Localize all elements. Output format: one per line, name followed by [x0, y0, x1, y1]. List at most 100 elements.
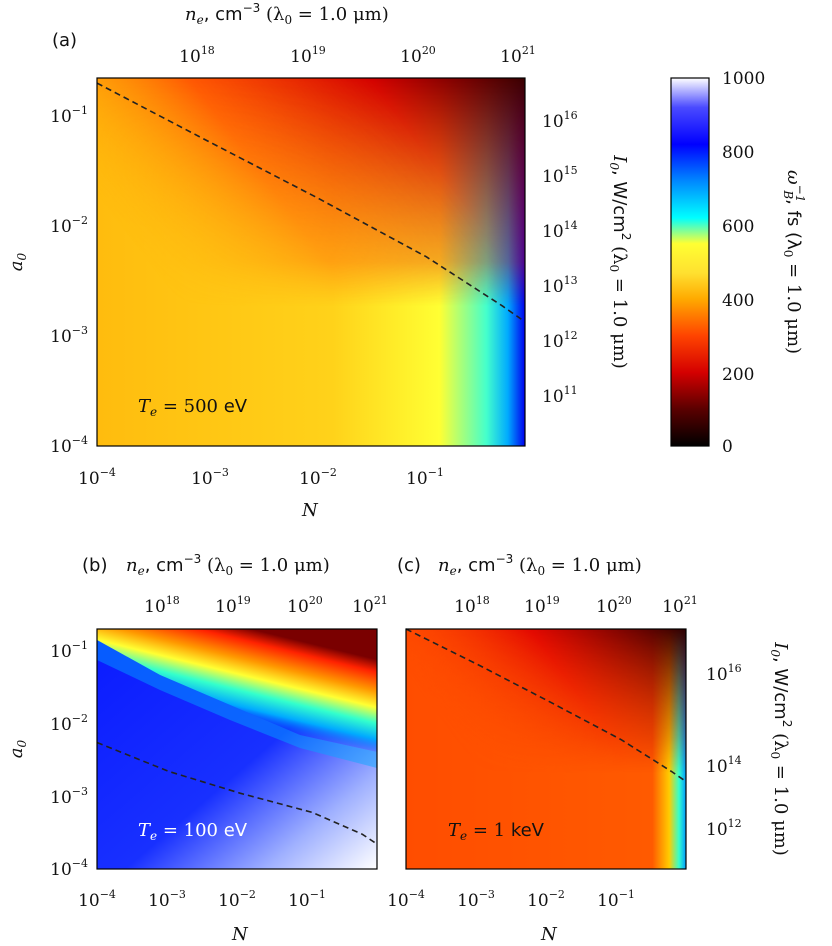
panel-a-x-axis-title: N — [301, 500, 319, 521]
panel-b-x-tick: 10−4 — [78, 888, 116, 911]
panel-a-y-tick: 10−3 — [50, 324, 88, 347]
panel-b-top-tick: 1019 — [215, 594, 251, 617]
panel-a-x-tick: 10−2 — [299, 466, 337, 489]
panel-c: (c) Te = 1 keV ne, cm−3 (λ0 = 1.0 μm) N … — [387, 552, 794, 945]
svg-text:N: N — [301, 500, 319, 521]
svg-text:ne, cm−3 (λ0 = 1.0 μm): ne, cm−3 (λ0 = 1.0 μm) — [438, 552, 642, 578]
panel-b-heatmap-band — [97, 629, 377, 752]
panel-c-right-tick: 1012 — [706, 817, 742, 840]
panel-a-y-ticks: 10−4 10−3 10−2 10−1 — [50, 104, 88, 457]
svg-text:I0, W/cm2 (λ0 = 1.0 μm): I0, W/cm2 (λ0 = 1.0 μm) — [607, 154, 633, 369]
panel-c-right-ticks: 1012 1014 1016 — [706, 662, 742, 840]
colorbar-ticks: 0 200 400 600 800 1000 — [722, 69, 765, 457]
panel-a-top-axis-title: ne, cm−3 (λ0 = 1.0 μm) — [185, 1, 389, 27]
panel-a-heatmap-hot-region — [97, 78, 525, 446]
panel-a-top-tick: 1019 — [290, 44, 326, 67]
panel-c-top-axis-title: ne, cm−3 (λ0 = 1.0 μm) — [438, 552, 642, 578]
panel-c-dashed-curve — [405, 628, 687, 783]
panel-b-frame — [96, 628, 378, 870]
panel-b-annotation: Te = 100 eV — [138, 820, 248, 843]
svg-text:N: N — [540, 924, 558, 945]
panel-c-x-axis-title: N — [540, 924, 558, 945]
panel-a-frame — [96, 77, 526, 447]
panel-a-annotation: Te = 500 eV — [138, 396, 248, 419]
panel-a-y-tick: 10−1 — [50, 104, 88, 127]
panel-b-x-ticks: 10−4 10−3 10−2 10−1 — [78, 888, 326, 911]
colorbar-gradient — [670, 77, 710, 447]
svg-text:a0: a0 — [6, 252, 29, 271]
panel-a-top-tick: 1018 — [179, 44, 215, 67]
panel-c-x-tick: 10−2 — [527, 888, 565, 911]
panel-a-right-tick: 1015 — [542, 164, 578, 187]
colorbar-tick: 400 — [722, 291, 754, 311]
colorbar-tick: 600 — [722, 217, 754, 237]
panel-b: (b) Te = 100 eV ne, cm−3 (λ0 = 1.0 μm) N… — [6, 552, 388, 945]
panel-a-right-tick: 1013 — [542, 274, 578, 297]
svg-text:ω−1B, fs (λ0 = 1.0 μm): ω−1B, fs (λ0 = 1.0 μm) — [781, 170, 807, 354]
panel-c-top-tick: 1021 — [662, 594, 698, 617]
colorbar: 0 200 400 600 800 1000 ω−1B, fs (λ0 = 1.… — [670, 69, 807, 457]
panel-b-label: (b) — [82, 555, 107, 576]
panel-c-annotation: Te = 1 keV — [448, 820, 545, 843]
panel-b-top-tick: 1018 — [144, 594, 180, 617]
panel-b-y-tick: 10−3 — [50, 785, 88, 808]
colorbar-tick: 0 — [722, 437, 733, 457]
panel-a-x-ticks: 10−4 10−3 10−2 10−1 — [78, 466, 444, 489]
panel-c-label: (c) — [397, 555, 421, 576]
panel-c-x-tick: 10−4 — [387, 888, 425, 911]
panel-b-y-tick: 10−1 — [50, 639, 88, 662]
panel-b-y-ticks: 10−4 10−3 10−2 10−1 — [50, 639, 88, 880]
panel-b-y-axis-title: a0 — [6, 739, 29, 758]
panel-a-top-tick: 1020 — [400, 44, 436, 67]
panel-a: (a) Te = 500 eV ne, cm−3 (λ0 = 1.0 μm) N… — [6, 1, 633, 521]
panel-c-heatmap-hot-region — [406, 629, 686, 869]
colorbar-tick: 1000 — [722, 69, 765, 89]
panel-c-top-tick: 1019 — [524, 594, 560, 617]
panel-a-right-tick: 1014 — [542, 219, 578, 242]
panel-a-right-tick: 1016 — [542, 109, 578, 132]
panel-a-x-tick: 10−4 — [78, 466, 116, 489]
panel-b-y-tick: 10−4 — [50, 857, 88, 880]
svg-text:ne, cm−3 (λ0 = 1.0 μm): ne, cm−3 (λ0 = 1.0 μm) — [126, 552, 330, 578]
panel-c-right-tick: 1016 — [706, 662, 742, 685]
svg-text:N: N — [231, 924, 249, 945]
panel-a-right-axis-title: I0, W/cm2 (λ0 = 1.0 μm) — [607, 154, 633, 369]
panel-b-x-axis-title: N — [231, 924, 249, 945]
panel-b-top-ticks: 1018 1019 1020 1021 — [144, 594, 388, 617]
panel-a-x-tick: 10−3 — [191, 466, 229, 489]
colorbar-tick: 200 — [722, 365, 754, 385]
panel-b-top-tick: 1021 — [352, 594, 388, 617]
panel-a-top-tick: 1021 — [500, 44, 536, 67]
svg-text:a0: a0 — [6, 739, 29, 758]
panel-c-x-ticks: 10−4 10−3 10−2 10−1 — [387, 888, 635, 911]
panel-a-top-ticks: 1018 1019 1020 1021 — [179, 44, 536, 67]
panel-a-label: (a) — [52, 30, 77, 51]
panel-a-x-tick: 10−1 — [406, 466, 444, 489]
panel-a-right-ticks: 1011 1012 1013 1014 1015 1016 — [542, 109, 578, 407]
panel-c-right-tick: 1014 — [706, 754, 742, 777]
panel-b-x-tick: 10−1 — [288, 888, 326, 911]
panel-b-heatmap-cyan-edge — [97, 640, 377, 768]
panel-b-x-tick: 10−3 — [148, 888, 186, 911]
panel-b-dashed-curve — [96, 741, 378, 845]
panel-c-x-tick: 10−1 — [597, 888, 635, 911]
panel-a-dashed-curve — [96, 82, 526, 323]
panel-b-top-axis-title: ne, cm−3 (λ0 = 1.0 μm) — [126, 552, 330, 578]
panel-a-y-tick: 10−2 — [50, 214, 88, 237]
panel-b-y-tick: 10−2 — [50, 712, 88, 735]
panel-c-x-tick: 10−3 — [457, 888, 495, 911]
colorbar-tick: 800 — [722, 143, 754, 163]
panel-c-top-tick: 1018 — [454, 594, 490, 617]
panel-c-top-tick: 1020 — [596, 594, 632, 617]
panel-c-frame — [405, 628, 687, 870]
panel-a-y-axis-title: a0 — [6, 252, 29, 271]
svg-text:I0, W/cm2 (λ0 = 1.0 μm): I0, W/cm2 (λ0 = 1.0 μm) — [768, 641, 794, 856]
panel-a-right-tick: 1011 — [542, 384, 578, 407]
panel-a-y-tick: 10−4 — [50, 434, 88, 457]
colorbar-title: ω−1B, fs (λ0 = 1.0 μm) — [781, 170, 807, 354]
panel-a-right-tick: 1012 — [542, 329, 578, 352]
svg-text:ne, cm−3 (λ0 = 1.0 μm): ne, cm−3 (λ0 = 1.0 μm) — [185, 1, 389, 27]
panel-b-top-tick: 1020 — [287, 594, 323, 617]
panel-c-top-ticks: 1018 1019 1020 1021 — [454, 594, 698, 617]
